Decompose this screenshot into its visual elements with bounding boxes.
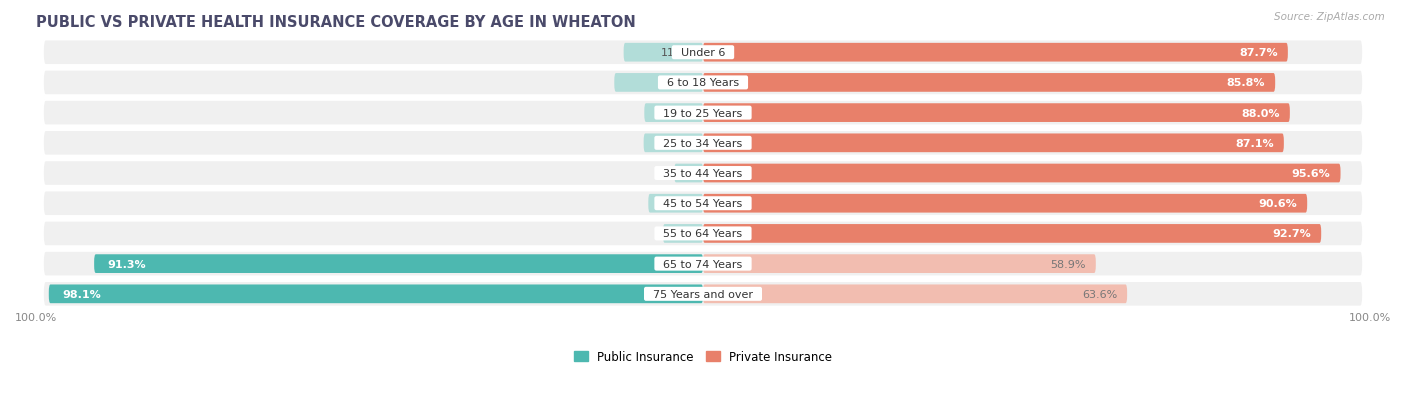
Text: 65 to 74 Years: 65 to 74 Years: [657, 259, 749, 269]
Text: 6.0%: 6.0%: [668, 229, 696, 239]
Text: 6 to 18 Years: 6 to 18 Years: [659, 78, 747, 88]
FancyBboxPatch shape: [703, 164, 1340, 183]
Text: 87.7%: 87.7%: [1239, 48, 1278, 58]
Text: 91.3%: 91.3%: [107, 259, 146, 269]
FancyBboxPatch shape: [42, 191, 1364, 216]
Text: 98.1%: 98.1%: [62, 289, 101, 299]
Text: 85.8%: 85.8%: [1226, 78, 1265, 88]
Text: 25 to 34 Years: 25 to 34 Years: [657, 138, 749, 148]
Text: PUBLIC VS PRIVATE HEALTH INSURANCE COVERAGE BY AGE IN WHEATON: PUBLIC VS PRIVATE HEALTH INSURANCE COVER…: [37, 15, 636, 30]
FancyBboxPatch shape: [42, 40, 1364, 66]
Text: 87.1%: 87.1%: [1236, 138, 1274, 148]
Legend: Public Insurance, Private Insurance: Public Insurance, Private Insurance: [574, 350, 832, 363]
Text: 45 to 54 Years: 45 to 54 Years: [657, 199, 749, 209]
Text: 11.9%: 11.9%: [661, 48, 696, 58]
FancyBboxPatch shape: [42, 70, 1364, 96]
FancyBboxPatch shape: [644, 104, 703, 123]
Text: 92.7%: 92.7%: [1272, 229, 1312, 239]
FancyBboxPatch shape: [42, 161, 1364, 186]
Text: 8.9%: 8.9%: [668, 138, 696, 148]
Text: Under 6: Under 6: [673, 48, 733, 58]
FancyBboxPatch shape: [703, 104, 1289, 123]
Text: 35 to 44 Years: 35 to 44 Years: [657, 169, 749, 178]
FancyBboxPatch shape: [42, 281, 1364, 307]
FancyBboxPatch shape: [94, 255, 703, 273]
Text: 58.9%: 58.9%: [1050, 259, 1085, 269]
Text: 55 to 64 Years: 55 to 64 Years: [657, 229, 749, 239]
FancyBboxPatch shape: [648, 195, 703, 213]
Text: 8.2%: 8.2%: [668, 199, 696, 209]
Text: 8.8%: 8.8%: [668, 108, 696, 119]
Text: 4.3%: 4.3%: [668, 169, 696, 178]
Text: 90.6%: 90.6%: [1258, 199, 1298, 209]
Text: 13.3%: 13.3%: [661, 78, 696, 88]
Text: 88.0%: 88.0%: [1241, 108, 1279, 119]
FancyBboxPatch shape: [42, 131, 1364, 156]
FancyBboxPatch shape: [703, 285, 1128, 304]
FancyBboxPatch shape: [49, 285, 703, 304]
FancyBboxPatch shape: [703, 74, 1275, 93]
FancyBboxPatch shape: [703, 255, 1095, 273]
Text: Source: ZipAtlas.com: Source: ZipAtlas.com: [1274, 12, 1385, 22]
FancyBboxPatch shape: [42, 100, 1364, 126]
FancyBboxPatch shape: [703, 225, 1322, 243]
FancyBboxPatch shape: [42, 251, 1364, 277]
FancyBboxPatch shape: [703, 195, 1308, 213]
FancyBboxPatch shape: [614, 74, 703, 93]
FancyBboxPatch shape: [703, 134, 1284, 153]
Text: 75 Years and over: 75 Years and over: [645, 289, 761, 299]
FancyBboxPatch shape: [703, 44, 1288, 62]
FancyBboxPatch shape: [675, 164, 703, 183]
FancyBboxPatch shape: [664, 225, 703, 243]
Text: 95.6%: 95.6%: [1292, 169, 1330, 178]
Text: 19 to 25 Years: 19 to 25 Years: [657, 108, 749, 119]
FancyBboxPatch shape: [644, 134, 703, 153]
FancyBboxPatch shape: [42, 221, 1364, 247]
FancyBboxPatch shape: [624, 44, 703, 62]
Text: 63.6%: 63.6%: [1081, 289, 1118, 299]
